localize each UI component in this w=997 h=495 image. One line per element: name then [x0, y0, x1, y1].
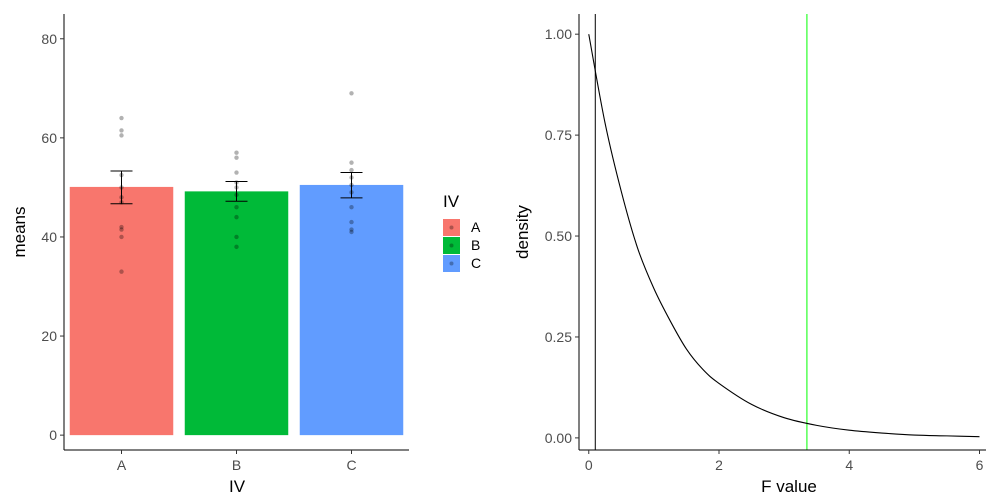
legend-item-A: A	[443, 219, 481, 236]
y-tick-label: 0.50	[545, 228, 572, 244]
x-axis-label: IV	[229, 477, 246, 495]
x-ticks: 0 2 4 6	[585, 450, 984, 473]
raw-point	[119, 185, 124, 190]
raw-point	[234, 244, 239, 250]
raw-point	[234, 234, 239, 240]
x-tick-label: C	[346, 457, 356, 473]
legend-key-B	[443, 237, 460, 254]
raw-point	[349, 205, 354, 210]
raw-point	[234, 180, 239, 185]
x-tick-label: A	[117, 457, 127, 473]
y-tick-label: 40	[41, 229, 57, 245]
y-tick-label: 0	[49, 427, 57, 443]
x-tick-label: B	[232, 457, 241, 473]
raw-point	[119, 227, 124, 232]
legend-key-C	[443, 255, 460, 272]
legend-label-C: C	[471, 255, 481, 271]
density-chart-panel: 0.00 0.25 0.50 0.75 1.00 0 2 4 6 F value densit…	[513, 14, 986, 495]
x-tick-label: 4	[845, 457, 853, 473]
x-tick-label: 6	[976, 457, 984, 473]
bar-A	[69, 186, 174, 436]
raw-point	[234, 205, 239, 210]
y-tick-label: 0.00	[545, 430, 572, 446]
error-bar-group	[110, 170, 363, 205]
y-tick-label: 0.25	[545, 329, 572, 345]
legend-title: IV	[443, 192, 460, 211]
legend-item-B: B	[443, 237, 480, 254]
raw-point	[234, 185, 239, 190]
error-bar-A	[110, 170, 133, 205]
raw-point	[349, 160, 354, 165]
raw-point	[234, 155, 239, 160]
y-tick-label: 0.75	[545, 127, 572, 143]
legend-key-point	[449, 243, 454, 248]
reference-lines	[594, 14, 808, 450]
y-tick-label: 80	[41, 31, 57, 47]
raw-point	[234, 150, 239, 155]
raw-point	[234, 214, 239, 220]
raw-point	[119, 224, 124, 230]
y-ticks: 0.00 0.25 0.50 0.75 1.00	[545, 26, 579, 446]
legend: IV ABC	[443, 192, 481, 272]
legend-items: ABC	[443, 219, 481, 272]
x-tick-label: 2	[715, 457, 723, 473]
raw-point	[234, 170, 239, 175]
y-tick-label: 1.00	[545, 26, 572, 42]
raw-point	[349, 190, 354, 195]
raw-point	[349, 182, 354, 188]
bar-chart-panel: 0 20 40 60 80 A B C IV means	[10, 14, 409, 495]
error-bar-B	[225, 180, 248, 202]
raw-point	[234, 192, 239, 198]
raw-point	[349, 219, 354, 225]
y-tick-label: 20	[41, 328, 57, 344]
raw-point	[349, 229, 354, 235]
raw-point	[119, 133, 124, 138]
x-axis-label: F value	[761, 477, 817, 495]
raw-point	[349, 167, 354, 173]
raw-point	[349, 91, 354, 96]
y-ticks: 0 20 40 60 80	[41, 31, 64, 443]
raw-point	[119, 172, 124, 178]
legend-label-A: A	[471, 219, 481, 235]
raw-point	[119, 195, 124, 200]
y-axis-label: density	[513, 205, 532, 259]
raw-point	[349, 227, 354, 232]
error-bar-C	[340, 172, 363, 199]
bar-C	[299, 184, 404, 436]
raw-point	[119, 234, 124, 240]
raw-point	[349, 175, 354, 180]
y-axis-label: means	[10, 206, 29, 257]
legend-label-B: B	[471, 237, 480, 253]
raw-points-group	[119, 91, 354, 274]
bar-group	[69, 184, 404, 436]
legend-key-A	[443, 219, 460, 236]
raw-point	[119, 269, 124, 274]
density-curve	[588, 34, 980, 438]
raw-point	[119, 200, 124, 205]
legend-key-point	[449, 225, 454, 230]
raw-point	[119, 115, 124, 121]
bar-B	[184, 191, 289, 436]
x-ticks: A B C	[117, 450, 357, 473]
raw-point	[119, 128, 124, 133]
y-tick-label: 60	[41, 130, 57, 146]
legend-item-C: C	[443, 255, 481, 272]
legend-key-point	[449, 261, 454, 266]
x-tick-label: 0	[585, 457, 593, 473]
